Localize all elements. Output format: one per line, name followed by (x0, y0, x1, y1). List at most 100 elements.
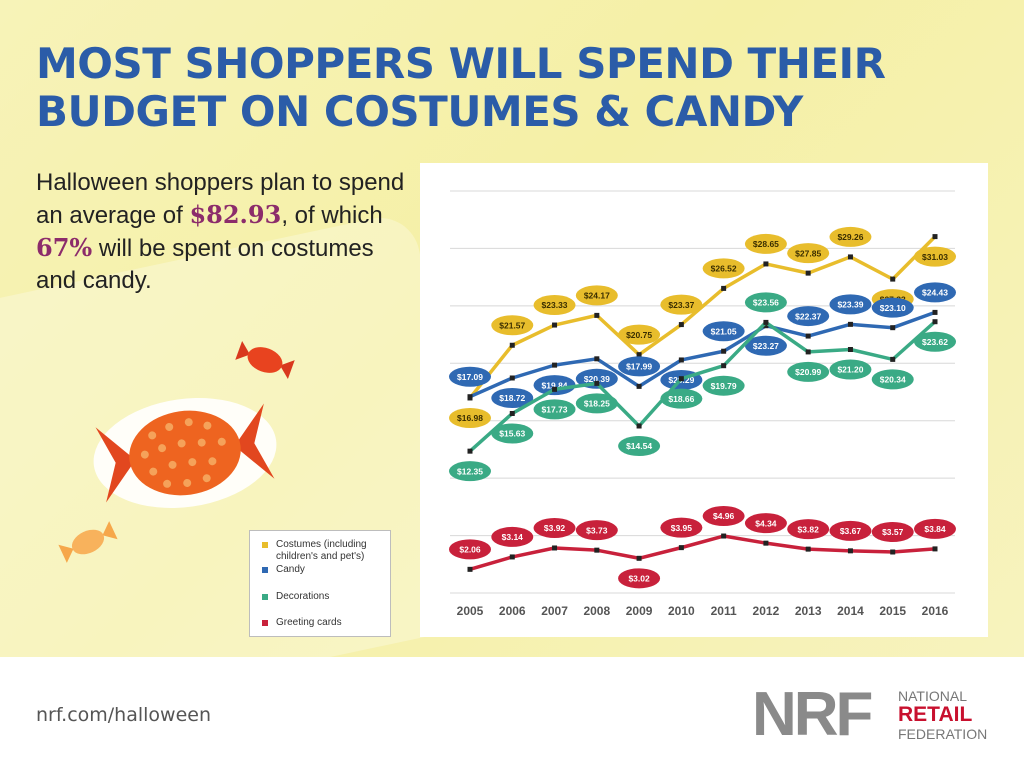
data-label: $19.79 (711, 381, 737, 391)
data-label-bubble (449, 539, 491, 560)
candy-illustration (58, 341, 295, 563)
nrf-logo[interactable]: NRF NATIONAL RETAIL FEDERATION (752, 684, 1002, 746)
x-tick-label: 2016 (922, 604, 949, 618)
legend-item-decorations: Decorations (262, 591, 386, 603)
data-point (890, 549, 896, 555)
data-label-bubble (491, 315, 534, 336)
data-point (552, 545, 558, 551)
data-label-bubble (744, 292, 787, 313)
data-point (552, 362, 558, 368)
legend-swatch-decorations (262, 594, 268, 600)
subtitle-part1: Halloween shoppers plan to spend an aver… (36, 169, 405, 229)
nrf-logo-line1: NATIONAL (898, 688, 967, 704)
data-label-bubble (744, 233, 787, 254)
x-tick-label: 2007 (541, 604, 568, 618)
data-label: $23.39 (837, 300, 863, 310)
legend-swatch-costumes (262, 542, 268, 548)
data-label: $23.10 (880, 303, 906, 313)
data-point (509, 410, 515, 416)
data-point (890, 325, 896, 331)
data-point (594, 356, 600, 362)
legend-label-candy: Candy (276, 564, 305, 575)
data-point (636, 383, 642, 389)
data-label: $23.33 (542, 300, 568, 310)
data-point (467, 448, 473, 454)
data-label-bubble (787, 519, 830, 540)
data-label: $29.26 (837, 232, 863, 242)
data-label-bubble (829, 226, 872, 247)
data-label-bubble (660, 294, 703, 315)
data-label: $3.82 (798, 524, 820, 534)
data-point (932, 546, 938, 552)
data-point (805, 546, 811, 552)
data-point (594, 547, 600, 553)
data-label-bubble (914, 331, 956, 352)
data-label-bubble (491, 526, 534, 547)
legend-item-costumes: Costumes (including children's and pet's… (262, 539, 386, 563)
data-point (890, 356, 896, 362)
data-label-bubble (449, 461, 491, 482)
footer-url-link[interactable]: nrf.com/halloween (36, 704, 212, 726)
x-tick-label: 2005 (457, 604, 484, 618)
data-point (805, 270, 811, 276)
legend-swatch-greeting-cards (262, 620, 268, 626)
nrf-logo-line3: FEDERATION (898, 726, 988, 742)
data-point (763, 319, 769, 325)
subtitle: Halloween shoppers plan to spend an aver… (36, 167, 416, 297)
data-label: $23.37 (668, 300, 694, 310)
data-point (805, 349, 811, 355)
data-label: $20.99 (795, 367, 821, 377)
title-line-2: BUDGET ON COSTUMES & CANDY (36, 87, 803, 136)
data-label: $24.43 (922, 288, 948, 298)
data-point (594, 380, 600, 386)
nrf-logo-letters: NRF (752, 684, 873, 746)
data-label-bubble (914, 282, 956, 303)
data-point (678, 357, 684, 363)
series-line (468, 235, 937, 400)
data-label-bubble (871, 369, 914, 390)
data-label: $23.62 (922, 337, 948, 347)
data-label-bubble (575, 393, 618, 414)
data-point (847, 321, 853, 327)
legend-item-greeting-cards: Greeting cards (262, 617, 386, 629)
subtitle-part2: , of which (281, 202, 383, 229)
nrf-logo-line2: RETAIL (898, 703, 973, 726)
data-label: $23.56 (753, 298, 779, 308)
legend-label-costumes: Costumes (including children's and pet's… (276, 539, 367, 562)
data-point (763, 323, 769, 329)
subtitle-part3: will be spent on costumes and candy. (36, 235, 374, 294)
data-label-bubble (533, 517, 576, 538)
data-point (636, 423, 642, 429)
data-point (552, 322, 558, 328)
data-point (678, 545, 684, 551)
data-label: $20.75 (626, 330, 652, 340)
x-tick-label: 2010 (668, 604, 695, 618)
data-point (636, 555, 642, 561)
data-label-bubble (533, 375, 576, 396)
data-label-bubble (618, 356, 661, 377)
data-label: $4.96 (713, 511, 735, 521)
data-point (721, 285, 727, 291)
x-tick-label: 2015 (879, 604, 906, 618)
data-point (890, 276, 896, 282)
data-point (932, 234, 938, 240)
x-tick-label: 2012 (753, 604, 780, 618)
data-label-bubble (618, 435, 661, 456)
data-point (721, 348, 727, 354)
data-point (678, 322, 684, 328)
x-tick-label: 2013 (795, 604, 822, 618)
data-label: $31.03 (922, 252, 948, 262)
data-label: $20.39 (584, 374, 610, 384)
x-tick-label: 2008 (583, 604, 610, 618)
data-label-bubble (491, 423, 534, 444)
data-point (805, 333, 811, 339)
data-label: $18.72 (499, 393, 525, 403)
nrf-logo-letters-text: NRF (752, 680, 873, 749)
data-label: $15.63 (499, 429, 525, 439)
data-point (552, 386, 558, 392)
data-point (847, 254, 853, 260)
data-label: $21.20 (837, 365, 863, 375)
data-label-bubble (660, 388, 703, 409)
data-label: $18.25 (584, 399, 610, 409)
legend-label-decorations: Decorations (276, 591, 330, 602)
